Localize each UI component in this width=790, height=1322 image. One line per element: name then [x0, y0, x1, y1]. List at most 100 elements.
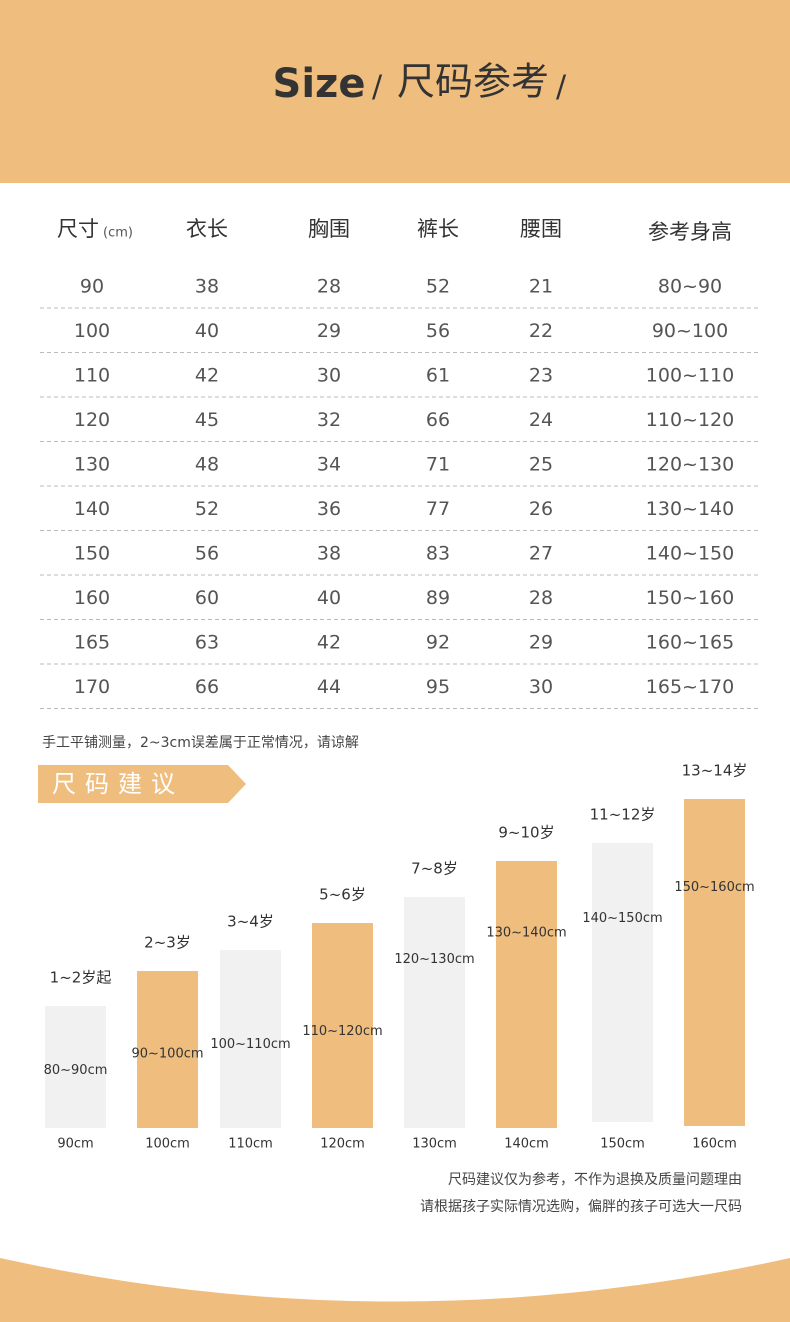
cell: 170	[74, 676, 110, 698]
footnote: 尺码建议仅为参考，不作为退换及质量问题理由	[448, 1171, 742, 1188]
cell: 110~120	[646, 409, 734, 431]
cell: 150	[74, 543, 110, 565]
height-range: 130~140cm	[486, 926, 566, 941]
cell: 24	[529, 409, 553, 431]
cell: 66	[195, 676, 219, 698]
size-label: 120cm	[320, 1137, 365, 1152]
cell: 40	[317, 587, 341, 609]
cell: 160	[74, 587, 110, 609]
cell: 48	[195, 454, 219, 476]
cell: 42	[195, 365, 219, 387]
cell: 30	[529, 676, 553, 698]
column-header: 裤长	[417, 217, 459, 241]
size-bar	[684, 799, 745, 1126]
cell: 77	[426, 498, 450, 520]
age-label: 1~2岁起	[50, 969, 112, 987]
cell: 92	[426, 632, 450, 654]
size-label: 110cm	[228, 1137, 273, 1152]
cell: 21	[529, 276, 553, 298]
size-label: 90cm	[57, 1137, 93, 1152]
age-label: 13~14岁	[682, 762, 748, 780]
cell: 100	[74, 320, 110, 342]
cell: 165~170	[646, 676, 734, 698]
cell: 42	[317, 632, 341, 654]
age-label: 2~3岁	[144, 934, 191, 952]
age-label: 7~8岁	[411, 860, 458, 878]
size-label: 160cm	[692, 1137, 737, 1152]
column-header: 胸围	[308, 217, 350, 241]
cell: 22	[529, 320, 553, 342]
cell: 120~130	[646, 454, 734, 476]
cell: 32	[317, 409, 341, 431]
age-label: 5~6岁	[319, 886, 366, 904]
size-bar	[496, 861, 557, 1128]
cell: 28	[317, 276, 341, 298]
size-bar	[592, 843, 653, 1122]
cell: 165	[74, 632, 110, 654]
unit: (cm)	[103, 226, 133, 241]
size-label: 140cm	[504, 1137, 549, 1152]
cell: 95	[426, 676, 450, 698]
cell: 45	[195, 409, 219, 431]
cell: 100~110	[646, 365, 734, 387]
note: 手工平铺测量，2~3cm误差属于正常情况，请谅解	[42, 735, 359, 751]
age-label: 11~12岁	[590, 806, 656, 824]
cell: 63	[195, 632, 219, 654]
cell: 30	[317, 365, 341, 387]
size-label: 100cm	[145, 1137, 190, 1152]
height-range: 80~90cm	[44, 1063, 108, 1078]
cell: 80~90	[658, 276, 722, 298]
height-range: 150~160cm	[674, 880, 754, 895]
cell: 23	[529, 365, 553, 387]
cell: 26	[529, 498, 553, 520]
column-header: 腰围	[520, 217, 562, 241]
size-bar	[220, 950, 281, 1128]
cell: 160~165	[646, 632, 734, 654]
height-range: 100~110cm	[210, 1037, 290, 1052]
cell: 89	[426, 587, 450, 609]
height-range: 90~100cm	[131, 1047, 203, 1062]
cell: 27	[529, 543, 553, 565]
size-bar	[137, 971, 198, 1128]
cell: 36	[317, 498, 341, 520]
cell: 52	[195, 498, 219, 520]
height-range: 110~120cm	[302, 1024, 382, 1039]
cell: 61	[426, 365, 450, 387]
cell: 120	[74, 409, 110, 431]
size-bar	[45, 1006, 106, 1128]
banner-shape	[38, 765, 246, 803]
column-header: 衣长	[186, 217, 228, 241]
footnote: 请根据孩子实际情况选购，偏胖的孩子可选大一尺码	[420, 1199, 742, 1215]
age-label: 9~10岁	[498, 824, 554, 842]
cell: 38	[317, 543, 341, 565]
cell: 28	[529, 587, 553, 609]
cell: 150~160	[646, 587, 734, 609]
column-header: 参考身高	[648, 220, 732, 244]
slash: /	[556, 70, 567, 105]
cell: 44	[317, 676, 341, 698]
cell: 140~150	[646, 543, 734, 565]
cell: 56	[426, 320, 450, 342]
size-label: 130cm	[412, 1137, 457, 1152]
cell: 130	[74, 454, 110, 476]
subtitle: 尺码参考	[397, 60, 549, 104]
cell: 25	[529, 454, 553, 476]
cell: 29	[529, 632, 553, 654]
height-range: 140~150cm	[582, 911, 662, 926]
cell: 60	[195, 587, 219, 609]
bottom-wave	[0, 1258, 790, 1322]
size-label: 150cm	[600, 1137, 645, 1152]
cell: 40	[195, 320, 219, 342]
cell: 34	[317, 454, 341, 476]
cell: 90	[80, 276, 104, 298]
cell: 56	[195, 543, 219, 565]
cell: 130~140	[646, 498, 734, 520]
cell: 140	[74, 498, 110, 520]
size-bar	[312, 923, 373, 1128]
cell: 110	[74, 365, 110, 387]
column-header: 尺寸	[57, 217, 99, 241]
cell: 71	[426, 454, 450, 476]
cell: 66	[426, 409, 450, 431]
cell: 83	[426, 543, 450, 565]
